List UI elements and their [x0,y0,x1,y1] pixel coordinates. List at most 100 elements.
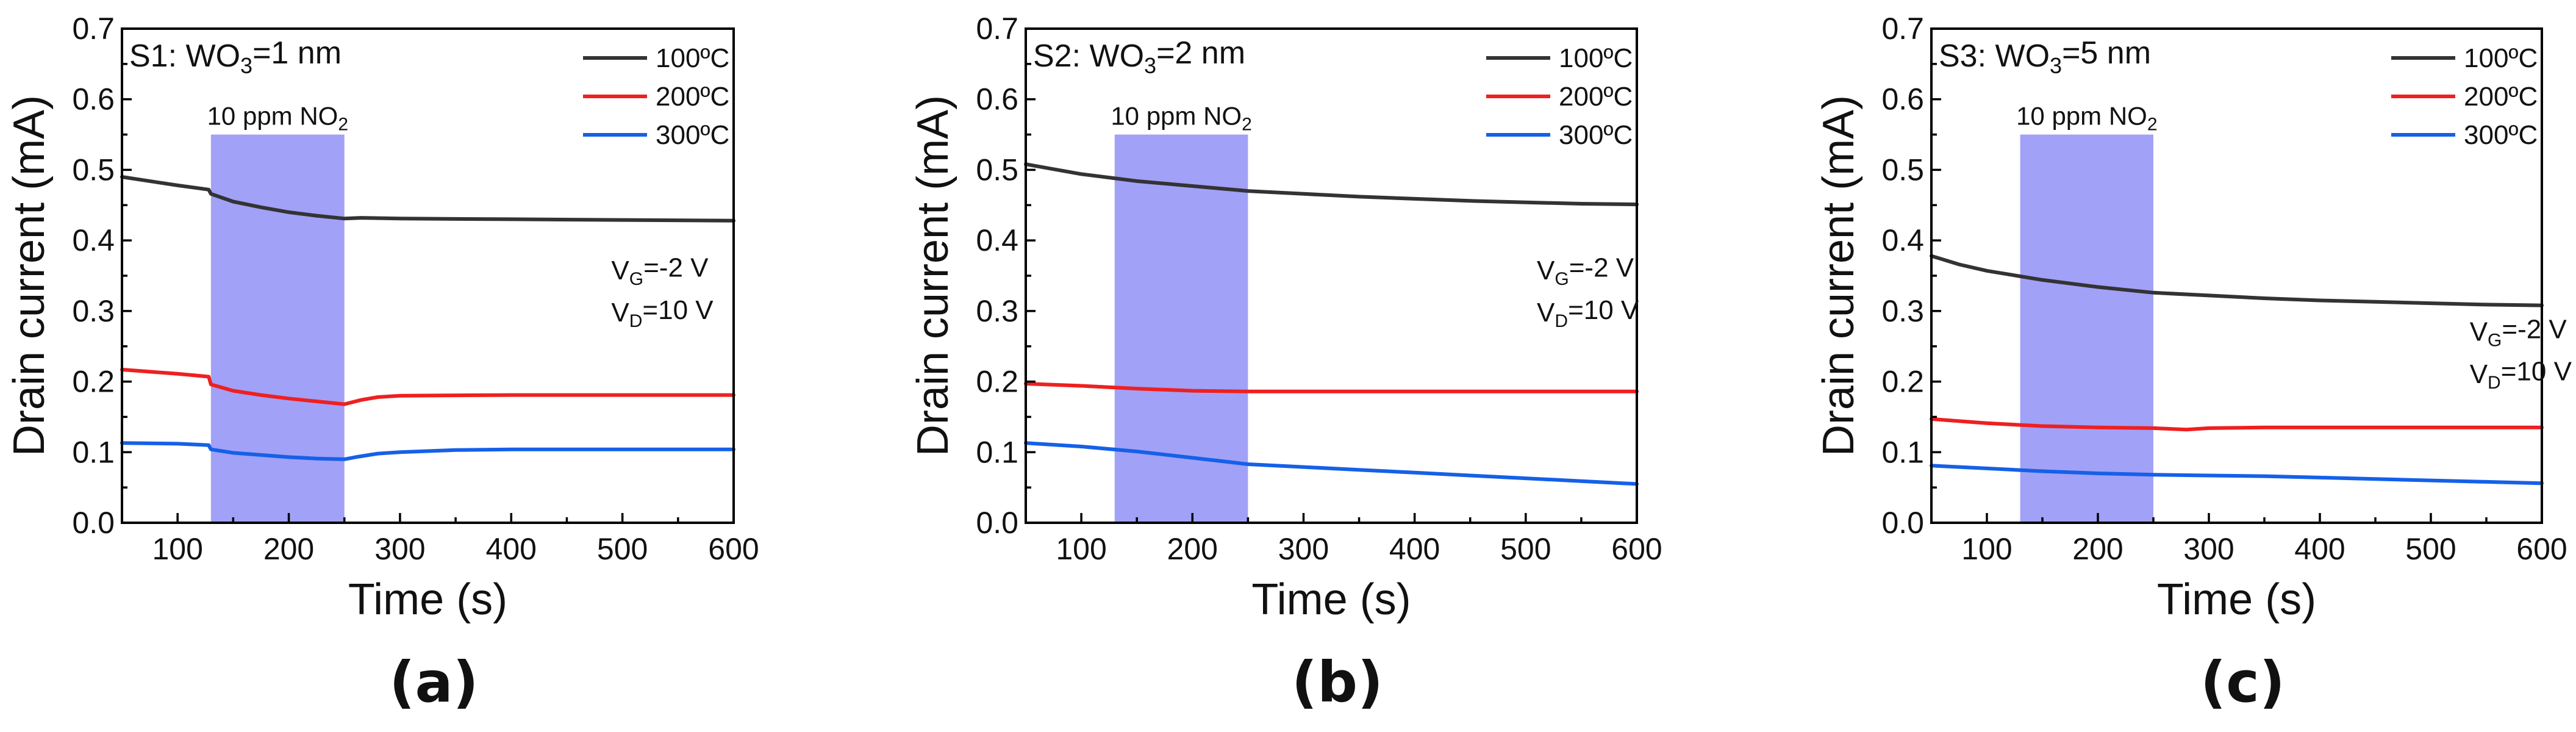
exposure-label-subscript: 2 [1242,115,1252,135]
series-line-1 [120,175,735,223]
y-tick-label: 0.2 [72,365,115,399]
y-tick-label: 0.1 [976,435,1018,469]
legend-label: 100ºC [656,43,729,73]
x-tick-label: 500 [2405,532,2456,566]
chart-panel-3: 10 ppm NO2 0.0 0.1 0.2 0.3 0.4 0.5 0.6 0.7 100 200… [1814,12,2572,715]
y-tick-label: 0.7 [976,12,1018,46]
drain-voltage-note: VD=10 V [611,295,714,331]
drain-voltage-note-rest: =10 V [642,295,714,325]
exposure-label-main: 10 ppm NO [207,102,338,131]
panel-title: S2: WO3=2 nm [1033,35,1245,78]
panel-label: (a) [389,650,478,715]
drain-voltage-note-main: V [2470,359,2488,389]
y-tick-label: 0.7 [1881,12,1924,46]
y-tick-label: 0.7 [72,12,115,46]
panel-title-subscript: 3 [240,53,252,78]
gate-voltage-note-rest: =-2 V [1569,253,1634,283]
series-line-1 [1930,254,2544,307]
y-tick-label: 0.5 [72,152,115,187]
series-line-3 [1024,441,1639,486]
x-tick-label: 600 [708,532,759,566]
x-tick-label: 400 [486,532,537,566]
drain-voltage-note-main: V [611,298,629,328]
gate-voltage-note-subscript: G [2488,330,2502,350]
x-axis-title: Time (s) [1251,575,1411,624]
panel-title-rest: =1 nm [252,35,342,71]
panel-label: (c) [2200,650,2285,715]
x-tick-label: 600 [2516,532,2567,566]
y-tick-label: 0.4 [1881,223,1924,257]
y-axis-title: Drain current (mA) [5,95,54,456]
panel-title: S1: WO3=1 nm [129,35,342,78]
series-line-2 [1024,382,1639,393]
exposure-label-main: 10 ppm NO [2016,102,2147,131]
y-tick-label: 0.6 [72,82,115,117]
x-tick-label: 400 [1389,532,1440,566]
x-tick-label: 200 [263,532,314,566]
x-tick-label: 100 [1961,532,2012,566]
gate-voltage-note-main: V [611,256,629,285]
exposure-label-subscript: 2 [338,115,348,135]
series-line-3 [120,441,735,461]
x-tick-label: 100 [1056,532,1106,566]
y-tick-label: 0.4 [72,223,115,257]
x-tick-label: 500 [597,532,648,566]
drain-voltage-note-main: V [1537,298,1555,328]
exposure-label: 10 ppm NO2 [1111,102,1251,135]
panel-title-rest: =2 nm [1156,35,1245,71]
exposure-label-main: 10 ppm NO [1111,102,1242,131]
legend-label: 100ºC [2464,43,2538,73]
gate-voltage-note-main: V [1537,256,1555,285]
panel-title-subscript: 3 [2050,53,2062,78]
exposure-label-subscript: 2 [2147,115,2158,135]
drain-voltage-note-rest: =10 V [1568,295,1639,325]
legend-label: 300ºC [1559,120,1633,150]
legend-label: 200ºC [656,82,729,112]
legend-label: 300ºC [656,120,729,150]
y-tick-label: 0.5 [976,152,1018,187]
y-tick-label: 0.1 [1881,435,1924,469]
x-tick-label: 200 [2072,532,2123,566]
drain-voltage-note-subscript: D [1555,311,1568,331]
panel-title-main: S1: WO [129,38,240,74]
legend-label: 100ºC [1559,43,1633,73]
y-tick-label: 0.0 [976,506,1018,540]
drain-voltage-note-rest: =10 V [2501,357,2572,387]
y-tick-label: 0.0 [72,506,115,540]
y-axis-title: Drain current (mA) [909,95,957,456]
chart-panel-1: 10 ppm NO2 0.0 0.1 0.2 0.3 0.4 0.5 0.6 0.7 100 200… [5,12,759,715]
series-line-3 [1930,464,2544,486]
exposure-band [210,134,345,523]
series-line-2 [120,367,735,406]
y-tick-label: 0.6 [1881,82,1924,117]
series-line-2 [1930,417,2544,432]
x-axis-title: Time (s) [348,575,507,624]
legend-label: 200ºC [2464,82,2538,112]
legend-label: 300ºC [2464,120,2538,150]
x-axis-title: Time (s) [2157,575,2316,624]
y-axis-title: Drain current (mA) [1814,95,1863,456]
gate-voltage-note: VG=-2 V [611,253,709,289]
y-tick-label: 0.5 [1881,152,1924,187]
gate-voltage-note-subscript: G [1555,269,1569,289]
y-tick-label: 0.4 [976,223,1018,257]
x-tick-label: 200 [1167,532,1218,566]
chart-panel-2: 10 ppm NO2 0.0 0.1 0.2 0.3 0.4 0.5 0.6 0.7 100 200… [909,12,1662,715]
exposure-band [1114,134,1248,523]
gate-voltage-note: VG=-2 V [2470,314,2567,350]
panel-title: S3: WO3=5 nm [1939,35,2151,78]
gate-voltage-note: VG=-2 V [1537,253,1634,289]
x-tick-label: 500 [1500,532,1551,566]
drain-voltage-note-subscript: D [2488,373,2501,393]
y-tick-label: 0.1 [72,435,115,469]
y-tick-label: 0.2 [1881,365,1924,399]
y-tick-label: 0.2 [976,365,1018,399]
y-tick-label: 0.3 [976,294,1018,328]
gate-voltage-note-subscript: G [629,269,643,289]
x-tick-label: 300 [2183,532,2234,566]
panel-title-main: S2: WO [1033,38,1144,74]
panel-label: (b) [1292,650,1383,715]
gate-voltage-note-main: V [2470,317,2488,346]
